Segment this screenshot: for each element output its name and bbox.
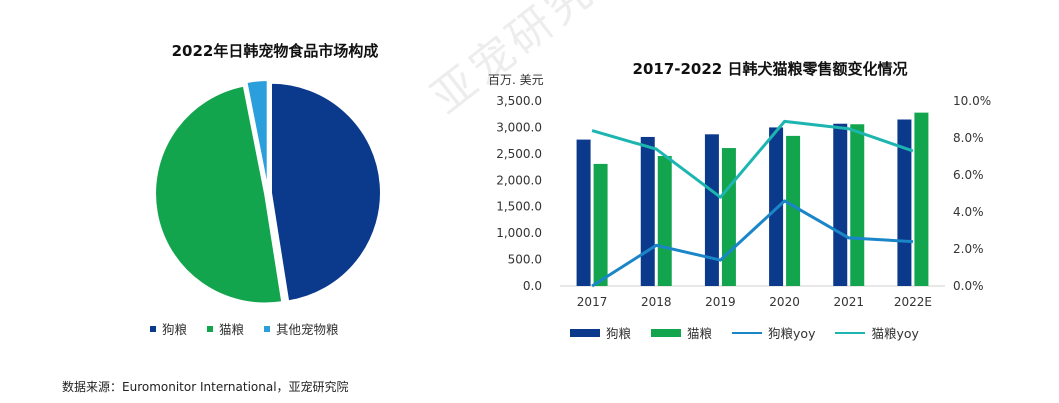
x-tick-label: 2021 bbox=[833, 295, 864, 309]
pie-slice-dog bbox=[269, 81, 382, 303]
x-tick-label: 2022E bbox=[894, 295, 932, 309]
x-tick-label: 2020 bbox=[769, 295, 800, 309]
y-tick-label: 2,500.0 bbox=[496, 147, 542, 161]
legend-label-other: 其他宠物粮 bbox=[276, 322, 339, 337]
y-tick-label: 0.0 bbox=[523, 279, 542, 293]
bar-chart-lines bbox=[591, 119, 914, 288]
bar-cat bbox=[657, 155, 672, 286]
y2-tick-label: 10.0% bbox=[953, 94, 991, 108]
legend-swatch-other bbox=[264, 325, 271, 332]
pie-slice-cat bbox=[154, 84, 284, 305]
legend-swatch-cat-bar bbox=[651, 328, 682, 337]
x-tick-label: 2018 bbox=[641, 295, 672, 309]
legend-swatch-dog-bar bbox=[570, 328, 600, 337]
legend-swatch-cat-yoy bbox=[835, 331, 866, 334]
bar-legend: 狗粮 猫粮 狗粮yoy 猫粮yoy bbox=[570, 323, 939, 342]
x-tick-label: 2017 bbox=[577, 295, 608, 309]
bar-dog bbox=[897, 119, 912, 286]
legend-label-cat: 猫粮 bbox=[219, 322, 245, 337]
bar-cat bbox=[786, 135, 801, 286]
y-tick-label: 500.0 bbox=[508, 253, 542, 267]
bar-dog bbox=[640, 136, 655, 286]
y-tick-label: 1,500.0 bbox=[496, 200, 542, 214]
bar-chart-axes: 0.0 500.0 1,000.0 1,500.0 2,000.0 2,500.0 3,00… bbox=[496, 94, 991, 309]
y-axis-unit-label: 百万. 美元 bbox=[488, 73, 544, 87]
bar-dog bbox=[576, 139, 591, 286]
y2-tick-label: 0.0% bbox=[953, 279, 984, 293]
bar-legend-item-dog: 狗粮 bbox=[570, 323, 631, 342]
pie-legend-item-other: 其他宠物粮 bbox=[264, 319, 339, 338]
pie-slice-other bbox=[245, 79, 269, 191]
pie-legend-item-cat: 猫粮 bbox=[207, 319, 244, 338]
legend-label-cat-bar: 猫粮 bbox=[687, 326, 713, 341]
y2-tick-label: 6.0% bbox=[953, 168, 984, 182]
line-dog-yoy bbox=[591, 199, 914, 288]
y-tick-label: 3,000.0 bbox=[496, 120, 542, 134]
bar-cat bbox=[721, 148, 736, 286]
bar-legend-item-cat-yoy: 猫粮yoy bbox=[835, 323, 919, 342]
pie-chart-title: 2022年日韩宠物食品市场构成 bbox=[171, 42, 379, 60]
legend-swatch-dog-yoy bbox=[732, 331, 763, 334]
pie-legend: 狗粮 猫粮 其他宠物粮 bbox=[150, 319, 359, 338]
y2-tick-label: 4.0% bbox=[953, 205, 984, 219]
bar-chart-title: 2017-2022 日韩犬猫粮零售额变化情况 bbox=[632, 60, 908, 78]
bar-cat bbox=[850, 124, 865, 286]
legend-label-cat-yoy: 猫粮yoy bbox=[871, 326, 919, 341]
legend-label-dog: 狗粮 bbox=[162, 322, 188, 337]
pie-slices bbox=[154, 79, 382, 305]
x-tick-label: 2019 bbox=[705, 295, 736, 309]
legend-swatch-dog bbox=[150, 325, 156, 332]
y-tick-label: 3,500.0 bbox=[496, 94, 542, 108]
bar-dog bbox=[833, 123, 848, 286]
legend-label-dog-bar: 狗粮 bbox=[606, 326, 632, 341]
y-tick-label: 2,000.0 bbox=[496, 173, 542, 187]
line-cat-yoy bbox=[591, 119, 914, 199]
bar-cat bbox=[593, 163, 608, 286]
bar-legend-item-dog-yoy: 狗粮yoy bbox=[732, 323, 815, 342]
legend-swatch-cat bbox=[207, 325, 214, 332]
legend-label-dog-yoy: 狗粮yoy bbox=[768, 326, 816, 341]
y2-tick-label: 8.0% bbox=[953, 131, 984, 145]
bar-cat bbox=[914, 112, 929, 286]
y-tick-label: 1,000.0 bbox=[496, 226, 542, 240]
pie-legend-item-dog: 狗粮 bbox=[150, 319, 187, 338]
y2-tick-label: 2.0% bbox=[953, 242, 984, 256]
source-note: 数据来源：Euromonitor International，亚宠研究院 bbox=[62, 380, 349, 394]
bar-dog bbox=[704, 134, 719, 286]
bar-legend-item-cat: 猫粮 bbox=[651, 323, 712, 342]
